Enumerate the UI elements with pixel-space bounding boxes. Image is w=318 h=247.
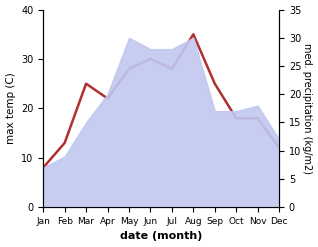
X-axis label: date (month): date (month) [120,231,202,242]
Y-axis label: med. precipitation (kg/m2): med. precipitation (kg/m2) [302,43,313,174]
Y-axis label: max temp (C): max temp (C) [5,72,16,144]
